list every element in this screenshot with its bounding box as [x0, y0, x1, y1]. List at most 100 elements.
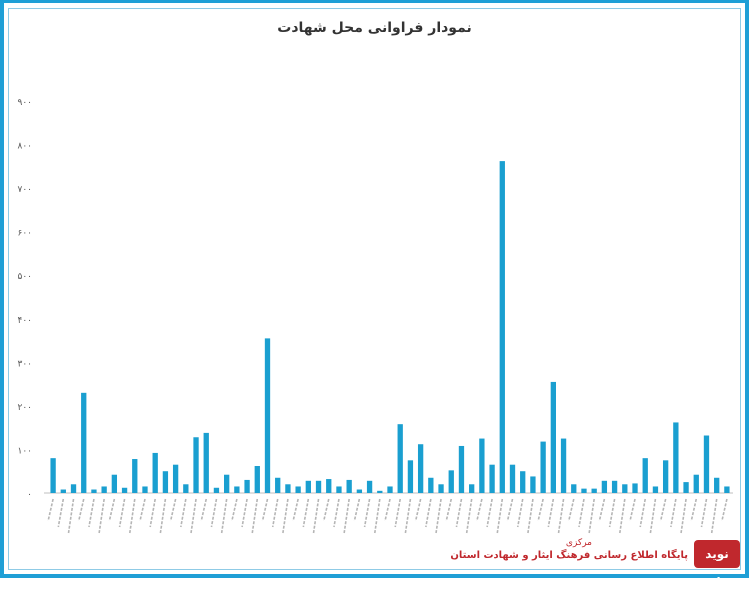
- bar: [683, 482, 689, 493]
- bar: [550, 381, 556, 493]
- x-tick-label: [649, 498, 657, 534]
- x-tick-label: [118, 498, 126, 528]
- bar: [652, 486, 659, 493]
- bar: [142, 486, 148, 493]
- x-tick-label: [312, 498, 320, 534]
- x-tick-label: [527, 498, 534, 534]
- x-tick-label: [619, 498, 626, 534]
- outer-frame: [0, 0, 749, 578]
- bar: [591, 488, 597, 493]
- x-tick-label: [516, 498, 524, 528]
- bar: [315, 480, 322, 493]
- x-tick-label: [251, 498, 259, 534]
- bar: [714, 477, 720, 493]
- chart-area-border: [8, 8, 741, 570]
- bar: [244, 479, 250, 493]
- y-tick-label: ۵۰۰: [17, 272, 32, 282]
- bar: [632, 483, 638, 493]
- x-tick-label: [414, 498, 422, 522]
- bar: [275, 477, 281, 493]
- bar: [285, 484, 291, 493]
- x-tick-label: [292, 498, 299, 522]
- bar: [581, 488, 587, 493]
- x-tick-label: [710, 498, 718, 534]
- bar: [132, 459, 138, 493]
- bar: [193, 437, 199, 493]
- y-tick-label: ۳۰۰: [17, 359, 32, 369]
- bar: [377, 490, 383, 493]
- x-tick-label: [547, 498, 555, 528]
- x-tick-label: [261, 498, 269, 522]
- y-tick-label: ۱۰۰: [17, 446, 32, 456]
- x-tick-label: [333, 498, 340, 528]
- bar: [81, 392, 87, 493]
- y-tick-label: ۶۰۰: [17, 229, 32, 239]
- x-tick-label: [128, 498, 136, 534]
- x-tick-label: [629, 498, 636, 522]
- bar: [509, 464, 516, 493]
- x-tick-label: [322, 498, 330, 522]
- x-tick-label: [88, 498, 95, 528]
- x-tick-label: [159, 498, 167, 534]
- x-tick-label: [608, 498, 616, 528]
- bar: [264, 338, 271, 493]
- x-tick-label: [169, 498, 177, 522]
- x-tick-label: [47, 498, 54, 522]
- bar: [91, 489, 97, 493]
- bar: [101, 486, 107, 493]
- x-tick-label: [404, 498, 412, 534]
- bar: [601, 480, 608, 493]
- bar: [611, 480, 618, 493]
- y-tick-label: ۴۰۰: [17, 316, 32, 326]
- x-tick-label: [139, 498, 146, 522]
- y-tick-label: ۰: [27, 490, 32, 500]
- x-tick-label: [537, 498, 544, 522]
- bar: [295, 486, 301, 493]
- bar: [305, 480, 311, 493]
- bar: [499, 161, 505, 494]
- x-tick-label: [465, 498, 473, 534]
- site-logo: مرکزی پایگاه اطلاع رسانی فرهنگ ایثار و ش…: [450, 536, 740, 589]
- bar: [469, 484, 475, 493]
- bar: [70, 484, 77, 493]
- bar: [183, 484, 189, 493]
- bar: [152, 452, 158, 493]
- bar: [346, 479, 352, 493]
- bar: [203, 432, 209, 493]
- bar: [366, 480, 373, 493]
- bar: [479, 438, 485, 493]
- x-tick-label: [77, 498, 85, 522]
- bar: [662, 460, 669, 493]
- x-tick-label: [598, 498, 606, 522]
- x-tick-label: [241, 498, 248, 528]
- x-tick-label: [67, 498, 75, 534]
- bar: [234, 486, 240, 493]
- bar: [489, 464, 495, 493]
- x-tick-label: [98, 498, 105, 534]
- bar: [121, 487, 128, 493]
- x-tick-label: [486, 498, 493, 528]
- x-tick-label: [149, 498, 156, 528]
- x-tick-label: [588, 498, 595, 534]
- x-tick-label: [200, 498, 208, 522]
- bar: [213, 487, 220, 493]
- x-tick-label: [690, 498, 698, 522]
- bar: [417, 444, 424, 493]
- x-tick-label: [476, 498, 483, 522]
- x-tick-label: [108, 498, 116, 522]
- x-tick-label: [282, 498, 289, 534]
- bar: [642, 458, 648, 493]
- bar: [622, 484, 628, 493]
- x-tick-label: [639, 498, 647, 528]
- x-tick-label: [455, 498, 463, 528]
- bar: [540, 441, 546, 493]
- bar: [448, 470, 454, 493]
- x-tick-label: [373, 498, 381, 534]
- x-tick-label: [435, 498, 442, 534]
- bar: [428, 477, 434, 493]
- bar: [326, 479, 332, 493]
- x-tick-label: [721, 498, 728, 522]
- x-tick-label: [57, 498, 65, 528]
- bar: [224, 474, 230, 493]
- bar: [693, 474, 699, 493]
